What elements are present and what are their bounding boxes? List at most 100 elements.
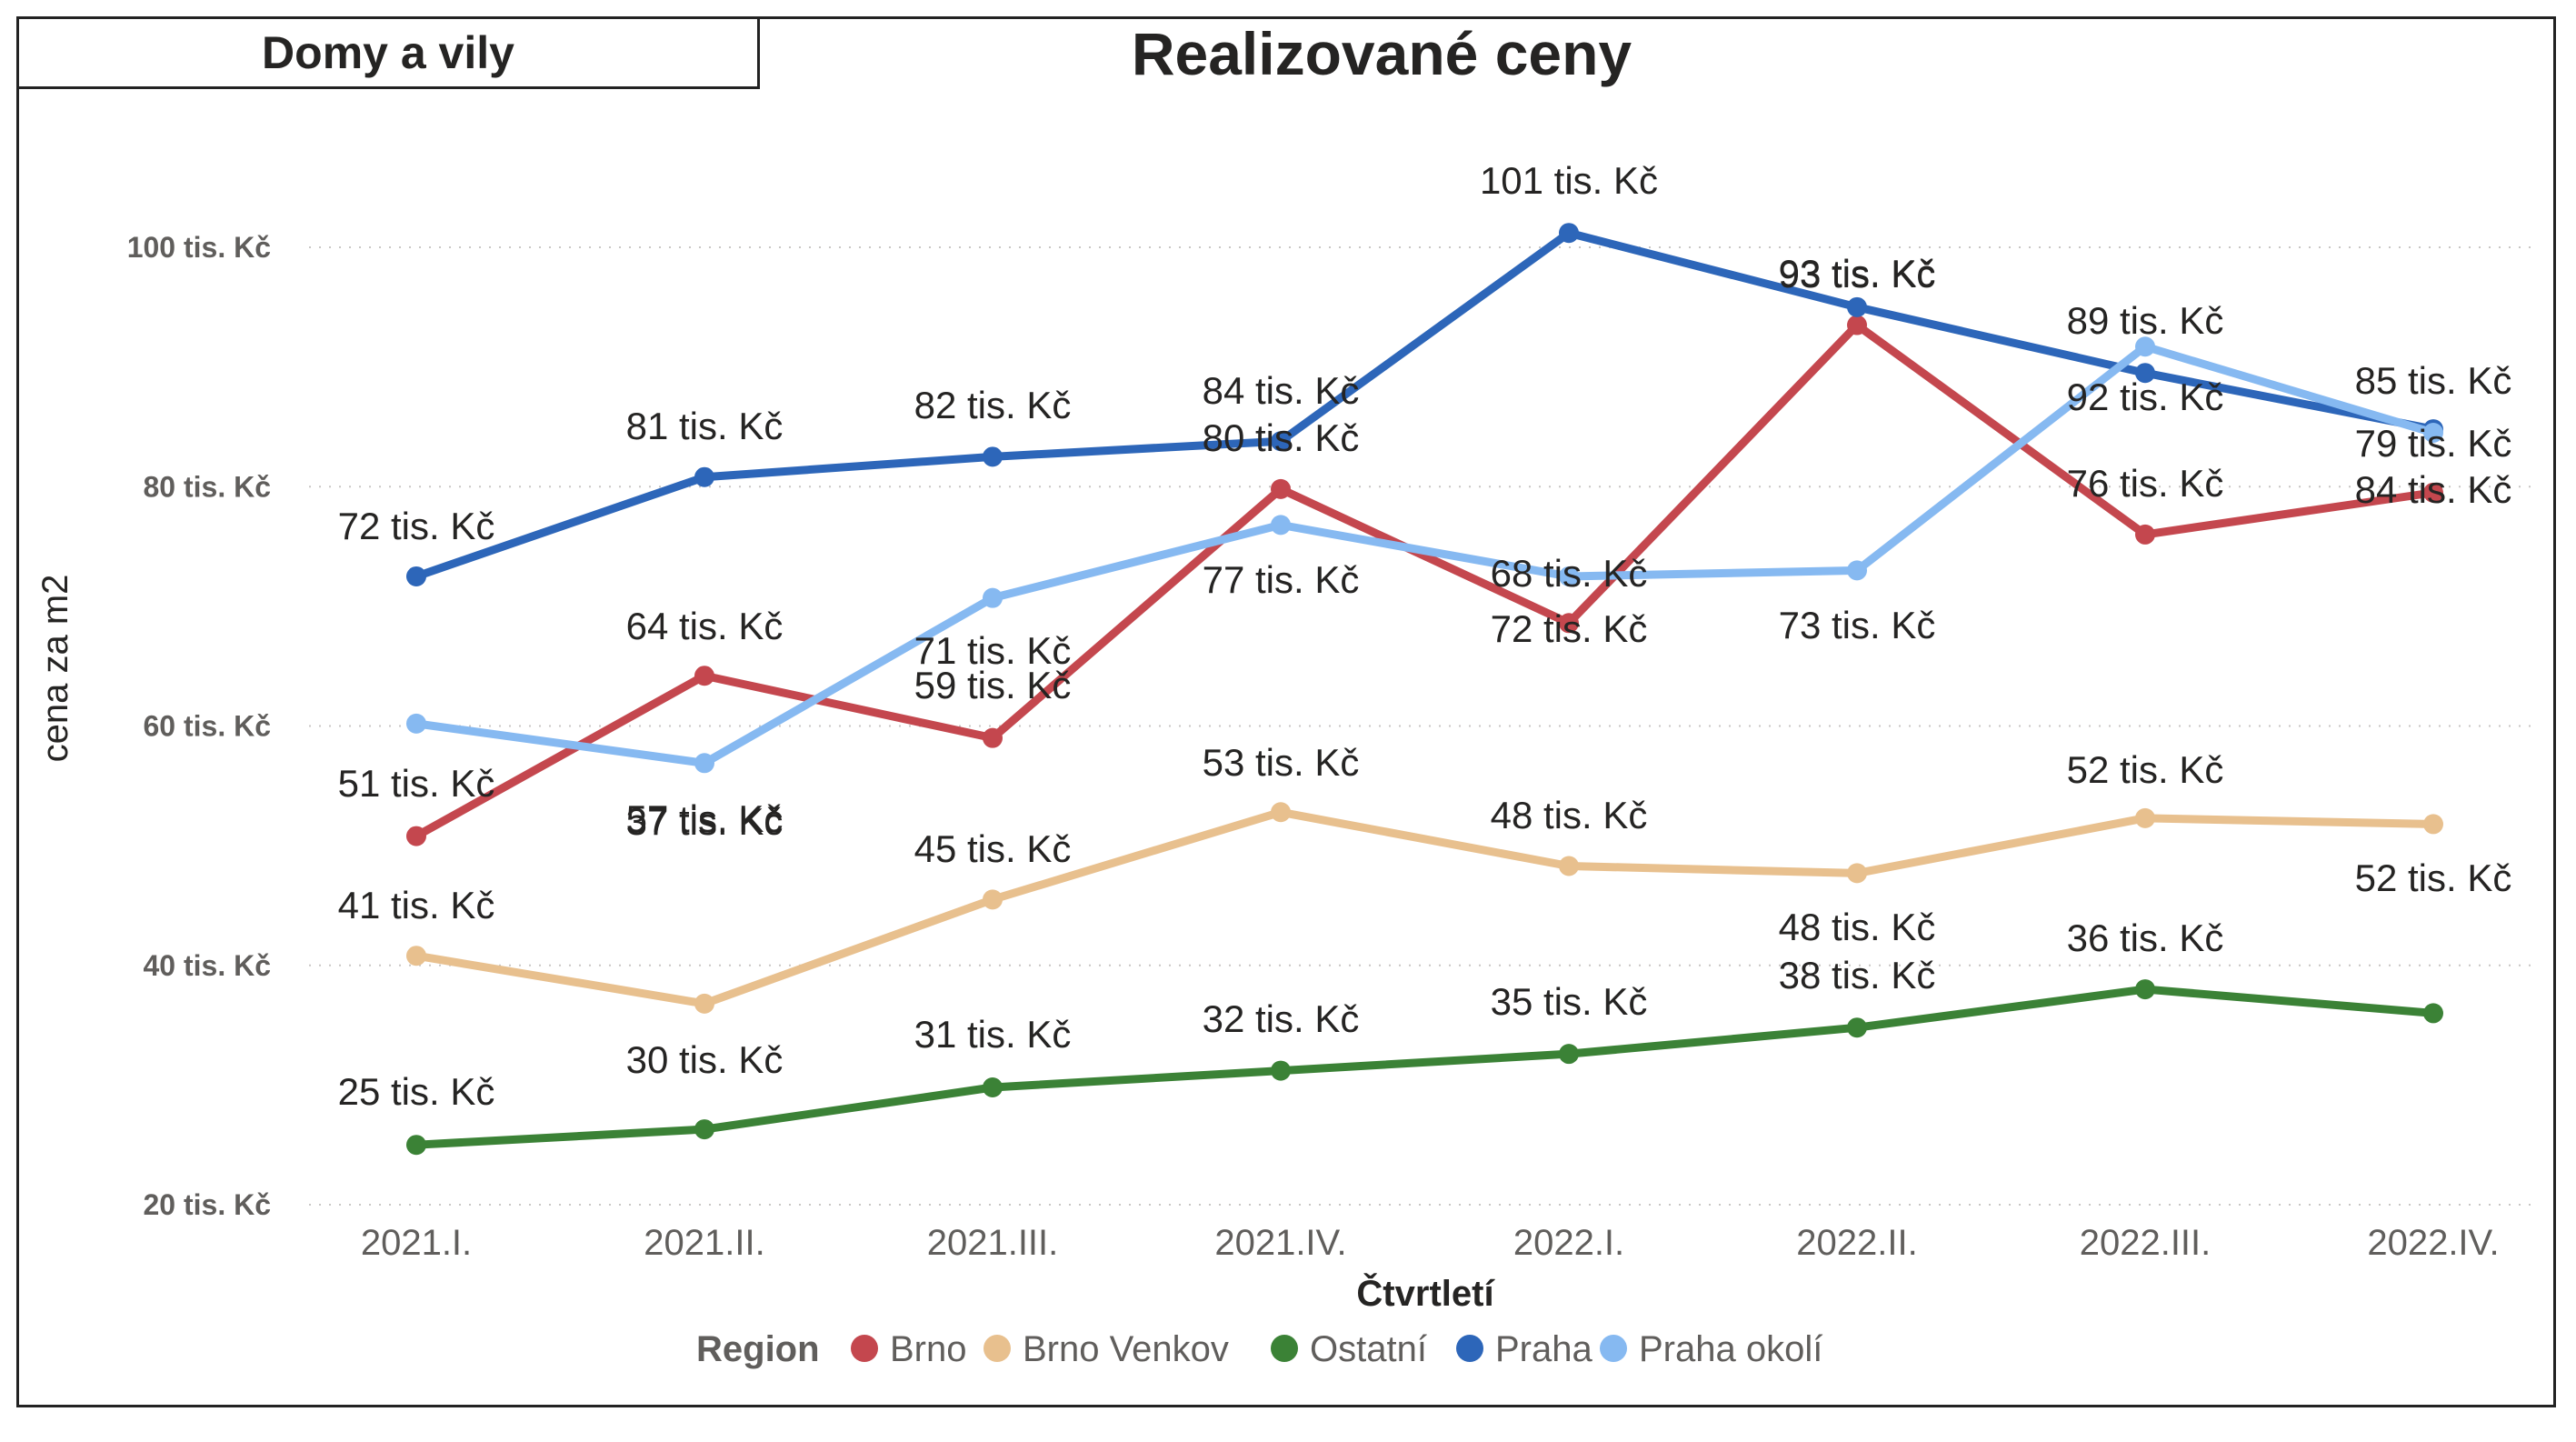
y-axis-title: cena za m2 xyxy=(35,575,75,763)
data-label-0-4: 72 tis. Kč xyxy=(1491,607,1648,650)
point-1-5 xyxy=(1847,863,1867,884)
data-label-3-1: 81 tis. Kč xyxy=(626,405,784,447)
point-1-0 xyxy=(406,946,426,966)
data-label-3-4: 101 tis. Kč xyxy=(1480,159,1658,202)
y-tick-label-60: 60 tis. Kč xyxy=(143,710,271,743)
point-4-1 xyxy=(694,753,714,774)
data-label-1-5: 48 tis. Kč xyxy=(1779,906,1936,948)
point-1-1 xyxy=(694,993,714,1014)
point-3-1 xyxy=(694,466,714,487)
point-4-0 xyxy=(406,713,426,734)
data-label-0-6: 76 tis. Kč xyxy=(2067,462,2224,505)
point-4-6 xyxy=(2135,336,2155,357)
point-3-4 xyxy=(1559,223,1579,244)
point-0-1 xyxy=(694,666,714,686)
legend-marker-2 xyxy=(1271,1335,1298,1362)
legend-marker-3 xyxy=(1456,1335,1483,1362)
x-tick-label-6: 2022.III. xyxy=(2080,1223,2212,1263)
data-label-4-4: 68 tis. Kč xyxy=(1491,552,1648,595)
tab-label: Domy a vily xyxy=(262,27,514,78)
data-label-2-5: 38 tis. Kč xyxy=(1779,954,1936,996)
point-4-4 xyxy=(1559,566,1579,586)
point-3-0 xyxy=(406,566,426,586)
point-0-0 xyxy=(406,826,426,846)
data-label-4-6: 92 tis. Kč xyxy=(2067,376,2224,418)
point-0-5 xyxy=(1847,315,1867,335)
point-3-3 xyxy=(1271,431,1291,452)
data-label-4-7: 79 tis. Kč xyxy=(2355,422,2512,465)
data-label-1-1: 37 tis. Kč xyxy=(626,800,784,843)
legend-label-1: Brno Venkov xyxy=(1023,1329,1229,1369)
point-0-3 xyxy=(1271,478,1291,499)
data-label-3-6: 89 tis. Kč xyxy=(2067,299,2224,342)
point-0-6 xyxy=(2135,524,2155,545)
y-tick-label-40: 40 tis. Kč xyxy=(143,949,271,982)
point-2-6 xyxy=(2135,979,2155,1000)
point-4-5 xyxy=(1847,560,1867,581)
data-label-3-3: 84 tis. Kč xyxy=(1203,369,1360,412)
point-2-7 xyxy=(2423,1003,2443,1024)
data-label-2-3: 32 tis. Kč xyxy=(1203,997,1360,1040)
legend-label-0: Brno xyxy=(890,1329,967,1369)
data-label-1-4: 48 tis. Kč xyxy=(1491,794,1648,836)
data-label-4-5: 73 tis. Kč xyxy=(1779,604,1936,646)
legend-marker-4 xyxy=(1600,1335,1627,1362)
x-tick-label-2: 2021.III. xyxy=(927,1223,1059,1263)
point-0-4 xyxy=(1559,613,1579,634)
point-4-2 xyxy=(983,587,1003,608)
data-label-1-0: 41 tis. Kč xyxy=(338,884,495,926)
data-label-1-2: 45 tis. Kč xyxy=(914,827,1072,870)
legend-label-2: Ostatní xyxy=(1310,1329,1427,1369)
point-2-4 xyxy=(1559,1044,1579,1065)
x-tick-label-5: 2022.II. xyxy=(1796,1223,1917,1263)
point-0-2 xyxy=(983,727,1003,748)
data-label-2-2: 31 tis. Kč xyxy=(914,1013,1072,1056)
point-2-0 xyxy=(406,1135,426,1156)
data-label-1-7: 52 tis. Kč xyxy=(2355,856,2512,899)
data-label-0-1: 64 tis. Kč xyxy=(626,605,784,647)
point-3-5 xyxy=(1847,296,1867,317)
y-tick-label-80: 80 tis. Kč xyxy=(143,470,271,503)
point-3-6 xyxy=(2135,363,2155,384)
series-line-4 xyxy=(412,342,2438,767)
point-0-7 xyxy=(2423,482,2443,503)
point-4-7 xyxy=(2423,423,2443,444)
data-label-4-3: 77 tis. Kč xyxy=(1203,558,1360,601)
data-label-1-6: 52 tis. Kč xyxy=(2067,748,2224,791)
data-label-2-6: 36 tis. Kč xyxy=(2067,916,2224,959)
data-label-3-7: 85 tis. Kč xyxy=(2355,359,2512,402)
data-label-0-5: 93 tis. Kč xyxy=(1779,253,1936,295)
x-tick-label-4: 2022.I. xyxy=(1513,1223,1624,1263)
legend-label-4: Praha okolí xyxy=(1639,1329,1822,1369)
legend-label-3: Praha xyxy=(1495,1329,1593,1369)
series-line-3 xyxy=(412,228,2438,581)
series-line-1 xyxy=(412,807,2438,1008)
tab-label-box[interactable]: Domy a vily xyxy=(16,16,760,89)
y-tick-label-20: 20 tis. Kč xyxy=(143,1188,271,1221)
data-label-3-0: 72 tis. Kč xyxy=(338,505,495,547)
x-tick-label-7: 2022.IV. xyxy=(2367,1223,2499,1263)
data-label-4-1: 57 tis. Kč xyxy=(626,797,784,840)
x-tick-label-0: 2021.I. xyxy=(361,1223,472,1263)
legend-marker-0 xyxy=(851,1335,878,1362)
series-line-0 xyxy=(412,321,2438,841)
data-label-0-7: 84 tis. Kč xyxy=(2355,468,2512,511)
point-4-3 xyxy=(1271,515,1291,536)
point-2-1 xyxy=(694,1119,714,1140)
data-label-1-3: 53 tis. Kč xyxy=(1203,741,1360,784)
data-label-4-2: 71 tis. Kč xyxy=(914,629,1072,672)
legend-title: Region xyxy=(696,1329,820,1369)
data-label-0-0: 51 tis. Kč xyxy=(338,762,495,805)
point-3-2 xyxy=(983,446,1003,467)
series-line-2 xyxy=(412,985,2438,1149)
x-tick-label-1: 2021.II. xyxy=(644,1223,764,1263)
point-1-2 xyxy=(983,889,1003,910)
x-axis-title: Čtvrtletí xyxy=(1356,1272,1495,1314)
data-label-2-0: 25 tis. Kč xyxy=(338,1070,495,1113)
data-label-0-2: 59 tis. Kč xyxy=(914,664,1072,706)
point-2-5 xyxy=(1847,1017,1867,1038)
point-2-2 xyxy=(983,1077,1003,1098)
legend-marker-1 xyxy=(983,1335,1011,1362)
data-label-2-4: 35 tis. Kč xyxy=(1491,980,1648,1023)
